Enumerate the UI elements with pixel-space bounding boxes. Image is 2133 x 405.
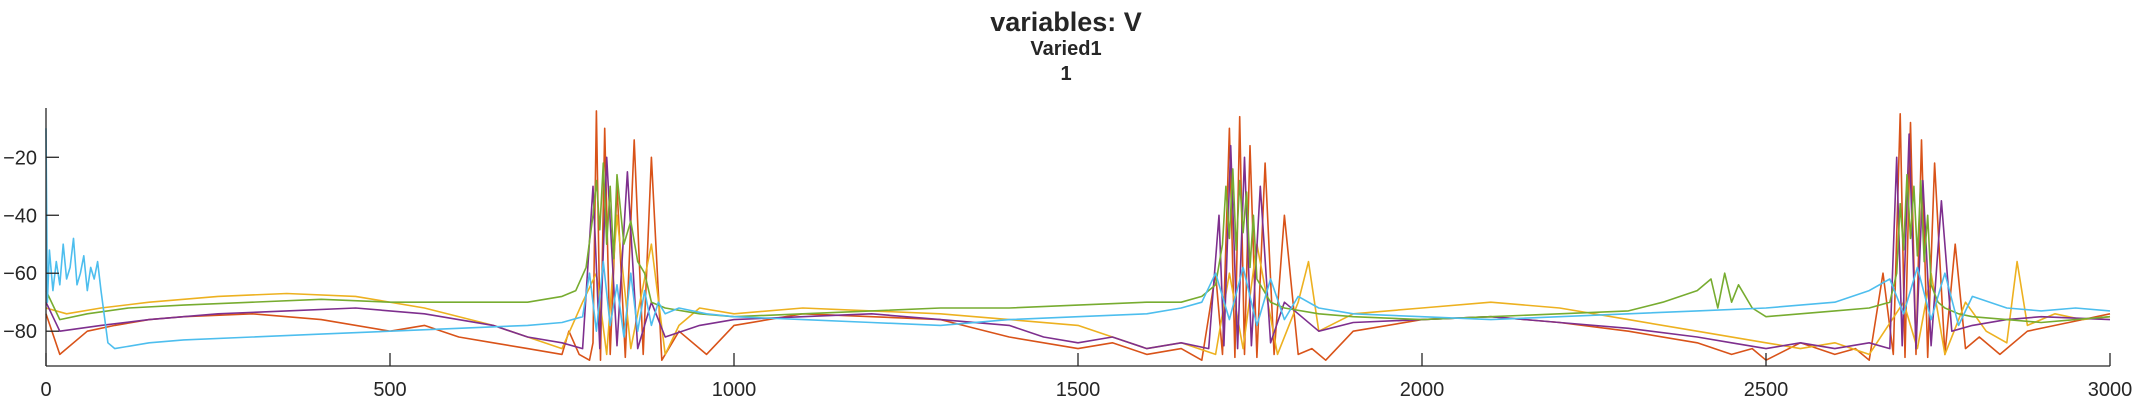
series-line-5 (45, 128, 2111, 350)
series-line-2 (45, 214, 2111, 356)
chart-subtitle-line-2: 1 (1060, 63, 1071, 85)
x-tick-label: 1500 (1056, 379, 1101, 400)
chart-title: variables: V (990, 7, 1142, 37)
axes: 0 500 1000 1500 2000 2500 3000 −80 −60 −40 −20 (3, 108, 2133, 401)
x-tick-label: 2000 (1400, 379, 1445, 400)
plot-area (45, 110, 2111, 361)
series-line-3 (45, 133, 2111, 350)
x-tick-label: 0 (40, 379, 51, 400)
chart-subtitle-line-1: Varied1 (1030, 38, 1101, 60)
series-line-1 (45, 110, 2111, 361)
y-tick-label: −40 (3, 205, 37, 227)
x-tick-label: 1000 (712, 379, 757, 400)
x-tick-label: 2500 (1744, 379, 1789, 400)
y-tick-label: −60 (3, 263, 37, 285)
x-tick-label: 3000 (2088, 379, 2133, 400)
y-tick-label: −80 (3, 321, 37, 343)
series-line-4 (45, 162, 2111, 324)
x-tick-label: 500 (373, 379, 406, 400)
y-tick-label: −20 (3, 147, 37, 169)
